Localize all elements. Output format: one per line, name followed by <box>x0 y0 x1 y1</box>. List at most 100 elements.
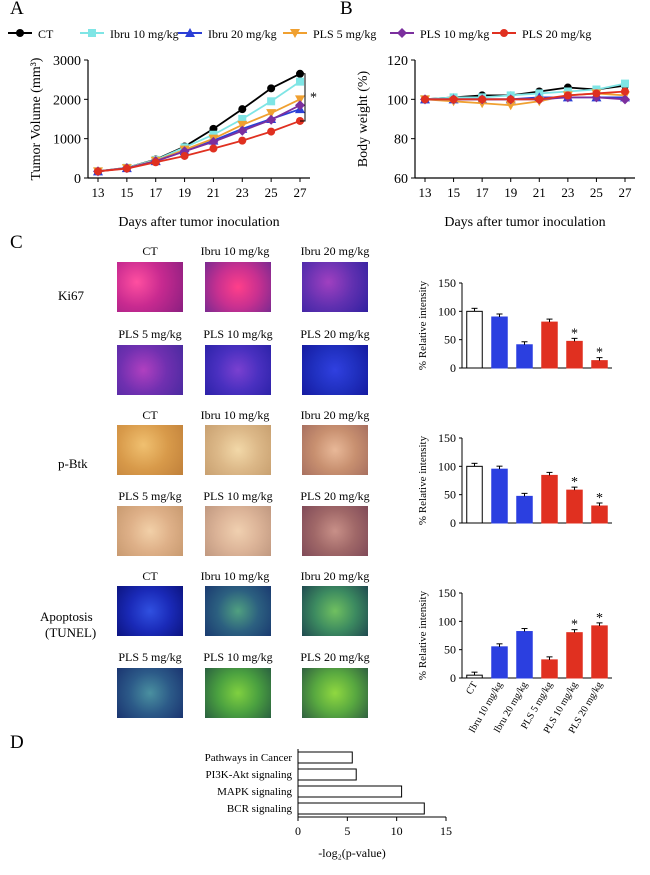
micrograph-apop-ibru10 <box>205 586 271 636</box>
panel-label-d: D <box>10 732 24 753</box>
micrograph-ki67-ibru10 <box>205 262 271 312</box>
data-point <box>238 105 247 114</box>
x-tick-label: 23 <box>561 185 574 200</box>
y-tick-label: 0 <box>450 671 456 685</box>
y-tick-label: 0 <box>450 516 456 530</box>
bar <box>541 474 558 524</box>
micrograph-apop-pls10 <box>205 668 271 718</box>
category-label: MAPK signaling <box>217 786 292 798</box>
data-point <box>449 95 458 104</box>
micrograph-apop-pls5 <box>117 668 183 718</box>
data-point <box>237 120 248 130</box>
y-tick-label: 150 <box>438 431 456 445</box>
label-apop-ibru10: Ibru 10 mg/kg <box>200 569 270 583</box>
significance-star: * <box>596 346 603 361</box>
data-point <box>421 95 429 104</box>
bar <box>491 316 508 369</box>
label-pbtk-ct: CT <box>142 408 158 422</box>
data-point <box>267 97 276 106</box>
x-tick-label: 17 <box>476 185 490 200</box>
bar <box>297 802 425 815</box>
data-point <box>592 89 601 98</box>
x-tick-label: 15 <box>440 824 452 838</box>
micrograph-ki67-pls10 <box>205 345 271 395</box>
legend-label: Ibru 20 mg/kg <box>208 27 277 41</box>
panel-label-c: C <box>10 232 23 253</box>
y-tick-label: 3000 <box>53 54 81 69</box>
y-tick-label: 50 <box>444 333 456 347</box>
x-tick-label: 10 <box>391 824 403 838</box>
y-tick-label: 150 <box>438 276 456 290</box>
label-apop-ibru20: Ibru 20 mg/kg <box>300 569 370 583</box>
row-label-ki67: Ki67 <box>58 288 84 303</box>
y-tick-label: 100 <box>438 459 456 473</box>
data-point <box>122 164 131 173</box>
x-tick-label: 25 <box>590 185 603 200</box>
micrograph-ki67-pls5 <box>117 345 183 395</box>
row-label-pbtk: p-Btk <box>58 456 88 471</box>
significance-star: * <box>571 475 578 490</box>
data-point <box>295 100 305 111</box>
bar <box>566 489 583 524</box>
y-tick-label: 60 <box>394 172 408 187</box>
x-tick-label: 27 <box>294 185 308 200</box>
micrograph-ki67-ibru20 <box>302 262 368 312</box>
row-label-apoptosis: Apoptosis <box>40 609 93 624</box>
bar <box>566 632 583 679</box>
category-label: BCR signaling <box>227 803 293 815</box>
legend-marker <box>16 29 24 37</box>
legend-label: PLS 10 mg/kg <box>420 27 489 41</box>
micrograph-apop-ct <box>117 586 183 636</box>
significance-star: * <box>571 326 578 341</box>
x-tick-label: 27 <box>619 185 633 200</box>
data-point <box>237 125 248 136</box>
significance-bracket <box>300 73 306 122</box>
micrograph-pbtk-pls5 <box>117 506 183 556</box>
bar <box>491 468 508 524</box>
micrograph-pbtk-ibru10 <box>205 425 271 475</box>
bar <box>466 465 483 524</box>
x-tick-label: 23 <box>236 185 249 200</box>
micrograph-pbtk-pls10 <box>205 506 271 556</box>
data-point <box>266 114 277 125</box>
legend-label: PLS 20 mg/kg <box>522 27 591 41</box>
legend-marker <box>500 29 508 37</box>
bar <box>516 631 533 679</box>
micrograph-pbtk-ct <box>117 425 183 475</box>
label-pbtk-pls10: PLS 10 mg/kg <box>203 489 273 503</box>
data-point <box>208 136 219 147</box>
y-tick-label: 150 <box>438 586 456 600</box>
label-ki67-ct: CT <box>142 244 158 258</box>
x-tick-label: 13 <box>92 185 105 200</box>
data-point <box>620 94 630 105</box>
category-label: PI3K-Akt signaling <box>206 769 293 781</box>
label-ki67-pls10: PLS 10 mg/kg <box>203 327 273 341</box>
x-tick-label: 19 <box>178 185 191 200</box>
x-tick-label: 5 <box>344 824 350 838</box>
panel-label-b: B <box>340 0 353 19</box>
x-tick-label: 21 <box>207 185 220 200</box>
series-line <box>425 90 626 101</box>
x-tick-label: 21 <box>533 185 546 200</box>
y-tick-label: 80 <box>394 133 408 148</box>
bar <box>297 785 403 798</box>
data-point <box>238 115 247 123</box>
data-point <box>505 101 516 111</box>
data-point <box>267 84 276 93</box>
data-point <box>295 95 305 105</box>
y-tick-label: 100 <box>438 614 456 628</box>
x-tick-label: 0 <box>295 824 301 838</box>
label-apop-ct: CT <box>142 569 158 583</box>
y-axis-label: Tumor Volume (mm³) <box>29 57 44 180</box>
x-tick-label: 25 <box>265 185 278 200</box>
y-axis-label: % Relative intensity <box>417 590 429 680</box>
label-pbtk-pls20: PLS 20 mg/kg <box>300 489 370 503</box>
panel-label-a: A <box>10 0 24 19</box>
bar <box>541 321 558 369</box>
bar <box>591 505 608 524</box>
data-point <box>180 151 189 160</box>
data-point <box>563 91 572 100</box>
significance-star: * <box>571 618 578 633</box>
micrograph-pbtk-ibru20 <box>302 425 368 475</box>
y-tick-label: 0 <box>450 361 456 375</box>
